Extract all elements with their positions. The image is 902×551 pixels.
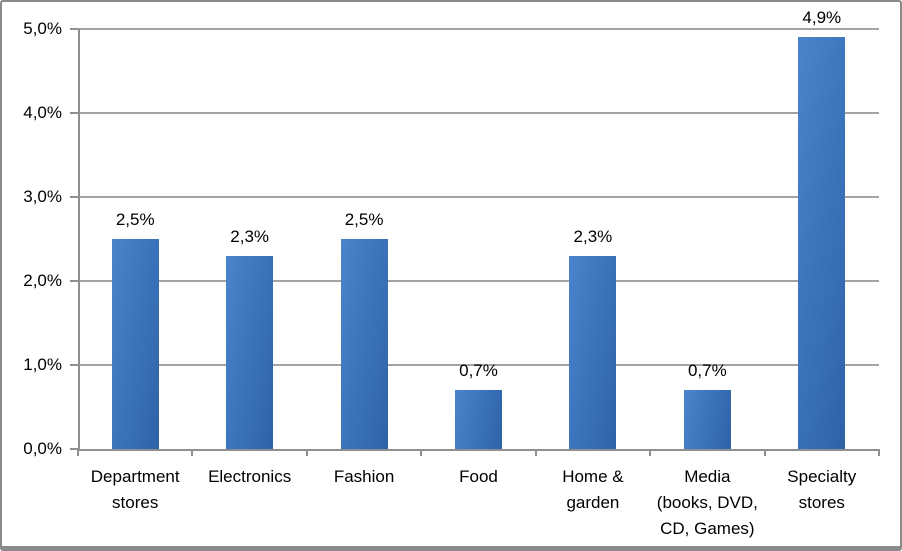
bar: [340, 239, 388, 449]
y-tick-label: 5,0%: [23, 19, 62, 38]
x-category-label: Media (books, DVD, CD, Games): [656, 467, 758, 538]
x-tick-mark: [77, 449, 79, 456]
bar: [798, 37, 846, 449]
gridline: [78, 28, 879, 30]
x-tick-mark: [305, 449, 308, 456]
bar: [111, 239, 159, 449]
bar-value-label: 0,7%: [687, 361, 727, 381]
bar-value-label: 2,5%: [115, 210, 155, 229]
x-axis-line: [78, 449, 879, 451]
y-tick-mark: [70, 364, 78, 366]
gridline: [78, 112, 879, 114]
gridline: [78, 196, 879, 198]
y-tick-mark: [70, 112, 78, 114]
x-category-label: Department stores: [90, 467, 180, 512]
y-tick-mark: [70, 448, 78, 450]
x-tick-mark: [534, 449, 537, 456]
y-tick-mark: [70, 196, 78, 198]
bar-value-label: 2,5%: [344, 210, 384, 229]
x-tick-mark: [191, 449, 194, 456]
bar: [455, 390, 502, 449]
y-tick-label: 1,0%: [23, 355, 62, 374]
bar: [569, 255, 617, 449]
x-tick-mark: [878, 449, 880, 456]
x-category-label: Electronics: [208, 467, 292, 486]
y-tick-label: 3,0%: [23, 187, 62, 206]
x-tick-mark: [763, 449, 766, 456]
x-category-label: Home & garden: [562, 467, 624, 512]
bar-value-label: 4,9%: [802, 8, 842, 28]
y-tick-label: 2,0%: [23, 271, 62, 290]
y-tick-mark: [70, 280, 78, 282]
gridline: [78, 280, 879, 282]
x-category-label: Food: [459, 467, 498, 486]
bar-value-label: 2,3%: [230, 226, 270, 246]
x-category-label: Specialty stores: [787, 467, 857, 512]
y-tick-label: 4,0%: [23, 103, 62, 122]
y-tick-label: 0,0%: [23, 439, 62, 458]
bar-value-label: 0,7%: [459, 361, 498, 381]
x-tick-mark: [649, 449, 652, 456]
y-axis-line: [78, 29, 80, 451]
y-tick-mark: [70, 28, 78, 30]
bar-value-label: 2,3%: [573, 226, 613, 246]
x-tick-mark: [420, 449, 423, 456]
x-category-label: Fashion: [333, 467, 395, 486]
gridline: [78, 364, 879, 366]
bar: [683, 390, 731, 449]
bar: [226, 255, 274, 449]
